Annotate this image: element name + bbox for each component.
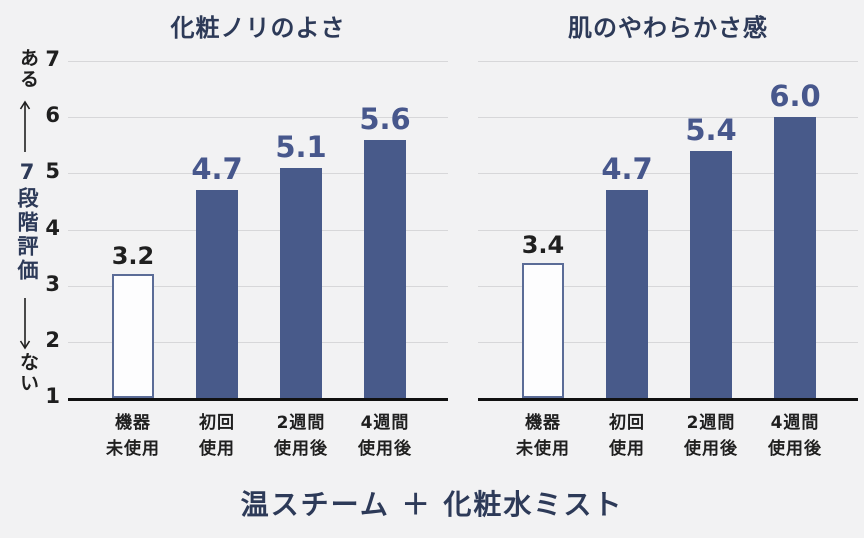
figure-caption: 温スチーム ＋ 化粧水ミスト — [240, 488, 624, 521]
gridline — [478, 61, 858, 62]
bar-value-label: 5.4 — [685, 112, 737, 147]
category-label-line: 4週間 — [360, 413, 410, 433]
bar — [280, 167, 322, 398]
category-label-line: 2週間 — [276, 413, 326, 433]
y-tick-label: 2 — [45, 327, 60, 352]
category-label-line: 未使用 — [516, 438, 570, 459]
gridline — [68, 117, 448, 119]
category-label-line: 2週間 — [686, 413, 736, 433]
bar-value-label: 3.2 — [111, 242, 155, 271]
bar — [774, 117, 816, 398]
y-axis-legend: ある 7段階評価 ない — [8, 0, 42, 538]
bar-value-label: 5.6 — [359, 101, 411, 136]
arrow-down-icon — [19, 298, 31, 350]
category-label-line: 未使用 — [106, 438, 160, 459]
gridline — [478, 229, 858, 231]
category-label: 4週間使用後 — [335, 411, 435, 462]
bar — [690, 150, 732, 398]
category-label: 初回 使用 — [167, 411, 267, 462]
gridline — [68, 173, 448, 175]
bar-value-label: 6.0 — [769, 79, 821, 114]
axis-max-label: ある — [17, 48, 39, 90]
category-label-line: 使用 — [609, 438, 645, 459]
bar-value-label: 4.7 — [601, 152, 653, 187]
category-label: 4週間使用後 — [745, 411, 845, 462]
category-label-line: 機器 — [525, 413, 561, 433]
category-label-line: 使用後 — [768, 438, 822, 459]
chart-title: 化粧ノリのよさ — [170, 14, 346, 42]
gridline — [68, 61, 448, 62]
category-label-line: 使用後 — [684, 438, 738, 459]
bar — [364, 139, 406, 398]
axis-min-label: ない — [17, 352, 39, 394]
gridline — [478, 117, 858, 119]
category-label: 2週間使用後 — [251, 411, 351, 462]
bar-value-label: 5.1 — [275, 129, 327, 164]
plot-area: 3.4 機器未使用 4.7 初回使用 5.4 2週間使用後 6.0 4週間使用後 — [478, 61, 858, 459]
axis-scale-label: 7段階評価 — [15, 160, 39, 283]
category-label-line: 使用後 — [274, 438, 328, 459]
bar — [606, 190, 648, 398]
bar-value-label: 4.7 — [191, 152, 243, 187]
bar — [196, 190, 238, 398]
category-label-line: 使用 — [199, 438, 235, 459]
gridline — [478, 285, 858, 287]
y-tick-label: 5 — [45, 159, 60, 184]
gridline — [68, 285, 448, 287]
category-label-line: 機器 — [115, 413, 151, 433]
y-tick-label: 3 — [45, 271, 60, 296]
chart-skin-softness: 肌のやわらかさ感 3.4 機器未使用 4.7 初回使用 5.4 2週間使用後 6.0 4週間使… — [478, 0, 858, 538]
bar-value-label: 3.4 — [521, 231, 565, 260]
y-tick-label: 4 — [45, 215, 60, 240]
arrow-up-icon — [19, 100, 31, 152]
gridline — [68, 341, 448, 343]
bar — [522, 263, 564, 398]
category-label-line: 使用後 — [358, 438, 412, 459]
y-tick-label: 7 — [45, 47, 60, 71]
category-label-line: 4週間 — [770, 413, 820, 433]
category-label: 機器 未使用 — [83, 411, 183, 462]
plot-area: 1 2 3 4 5 6 7 3.2 機器未使用 4.7 初回使用 5.1 2週間使用後 5.6 4週間使用後 — [45, 49, 448, 459]
gridline — [68, 229, 448, 231]
y-tick-label: 6 — [45, 103, 60, 128]
bar — [112, 274, 154, 398]
chart-makeup-application: 化粧ノリのよさ 1 2 3 4 5 6 7 3.2 機器未使用 4.7 初回使用 5.1 2週間使用後 5… — [45, 0, 448, 538]
gridline — [478, 173, 858, 175]
category-label: 初回 使用 — [577, 411, 677, 462]
category-label: 2週間使用後 — [661, 411, 761, 462]
y-tick-label: 1 — [45, 384, 60, 408]
category-label-line: 初回 — [199, 413, 235, 433]
category-label-line: 初回 — [609, 413, 645, 433]
chart-title: 肌のやわらかさ感 — [568, 14, 768, 42]
gridline — [478, 341, 858, 343]
category-label: 機器 未使用 — [493, 411, 593, 462]
